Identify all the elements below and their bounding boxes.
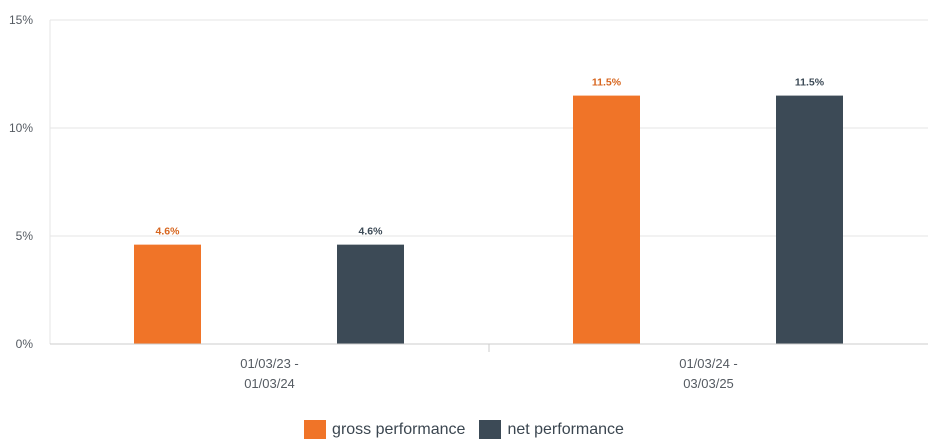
legend-swatch-net	[479, 420, 501, 439]
x-category-label: 03/03/25	[683, 376, 734, 391]
legend-item-net[interactable]: net performance	[479, 420, 624, 439]
legend-label-gross: gross performance	[332, 421, 465, 439]
data-label-gross-1: 4.6%	[156, 226, 181, 238]
y-tick-label: 10%	[9, 121, 33, 135]
x-category-label: 01/03/23 -	[240, 356, 299, 371]
label-layer: 4.6% 4.6% 11.5% 11.5%	[156, 77, 825, 238]
chart-legend: gross performance net performance	[0, 420, 928, 439]
legend-label-net: net performance	[507, 421, 624, 439]
x-category-label: 01/03/24 -	[679, 356, 738, 371]
data-label-gross-2: 11.5%	[592, 77, 622, 89]
bar-gross-2[interactable]	[573, 96, 640, 344]
bar-net-2[interactable]	[776, 96, 843, 344]
bar-gross-1[interactable]	[134, 245, 201, 344]
legend-swatch-gross	[304, 420, 326, 439]
legend-item-gross[interactable]: gross performance	[304, 420, 465, 439]
x-category-label: 01/03/24	[244, 376, 295, 391]
bar-net-1[interactable]	[337, 245, 404, 344]
data-label-net-2: 11.5%	[795, 77, 825, 89]
chart-svg: 4.6% 4.6% 11.5% 11.5% 0% 5% 10% 15% 01/03/23 - 0…	[0, 0, 928, 420]
bar-layer	[134, 96, 843, 344]
y-tick-label: 0%	[16, 337, 34, 351]
data-label-net-1: 4.6%	[359, 226, 384, 238]
y-tick-label: 15%	[9, 13, 33, 27]
y-tick-label: 5%	[16, 229, 34, 243]
